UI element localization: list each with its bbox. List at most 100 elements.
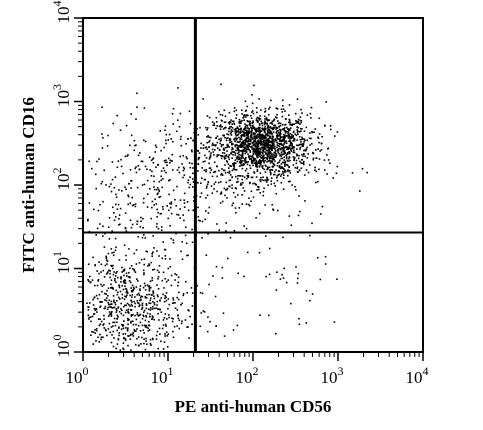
event-point — [241, 175, 244, 177]
event-point — [127, 195, 130, 198]
event-point — [248, 120, 250, 123]
event-point — [224, 136, 226, 139]
event-point — [100, 263, 103, 266]
event-point — [181, 241, 183, 243]
event-point — [90, 316, 92, 318]
event-point — [173, 325, 176, 328]
event-point — [200, 312, 203, 314]
event-point — [313, 131, 315, 133]
event-point — [191, 150, 193, 153]
event-point — [158, 196, 160, 199]
event-point — [182, 292, 185, 295]
event-point — [103, 318, 105, 320]
event-point — [237, 128, 240, 130]
event-point — [254, 153, 257, 155]
event-point — [130, 180, 132, 182]
event-point — [259, 118, 262, 120]
event-point — [225, 137, 228, 140]
event-point — [213, 122, 216, 125]
event-point — [110, 264, 112, 267]
event-point — [268, 148, 270, 150]
event-point — [200, 142, 202, 145]
event-point — [120, 165, 123, 168]
event-point — [287, 132, 289, 135]
event-point — [246, 120, 249, 122]
event-point — [99, 223, 101, 225]
event-point — [121, 309, 123, 312]
event-point — [132, 323, 135, 326]
event-point — [131, 305, 134, 307]
event-point — [243, 114, 245, 117]
event-point — [106, 272, 109, 274]
event-point — [266, 176, 268, 179]
event-point — [201, 237, 203, 239]
event-point — [126, 294, 128, 296]
event-point — [115, 289, 117, 292]
event-point — [287, 135, 289, 137]
event-point — [222, 128, 225, 130]
event-point — [267, 179, 269, 181]
event-point — [181, 302, 183, 305]
event-point — [240, 161, 243, 164]
event-point — [252, 164, 254, 167]
event-point — [139, 285, 142, 287]
event-point — [301, 128, 303, 130]
event-point — [182, 214, 184, 216]
event-point — [276, 133, 279, 136]
event-point — [265, 181, 268, 183]
event-point — [272, 128, 275, 130]
event-point — [130, 309, 132, 311]
event-point — [197, 158, 200, 161]
event-point — [239, 131, 241, 133]
event-point — [292, 164, 295, 166]
event-point — [202, 147, 205, 149]
event-point — [235, 175, 237, 178]
event-point — [118, 259, 121, 261]
event-point — [199, 196, 202, 198]
event-point — [258, 186, 260, 188]
event-point — [288, 134, 290, 137]
event-point — [255, 129, 258, 131]
event-point — [121, 297, 124, 299]
event-point — [111, 178, 114, 181]
event-point — [289, 138, 291, 140]
event-point — [264, 159, 266, 162]
event-point — [319, 150, 321, 152]
event-point — [183, 174, 186, 176]
event-point — [318, 168, 320, 171]
event-point — [246, 105, 249, 108]
event-point — [139, 297, 142, 299]
event-point — [151, 206, 153, 209]
event-point — [249, 164, 251, 167]
event-point — [113, 317, 116, 320]
event-point — [245, 132, 247, 134]
event-point — [264, 171, 267, 173]
event-point — [237, 149, 239, 152]
event-point — [102, 269, 105, 272]
event-point — [243, 119, 245, 121]
event-point — [269, 127, 271, 129]
event-point — [243, 148, 246, 150]
event-point — [284, 146, 286, 149]
event-point — [303, 149, 305, 152]
event-point — [250, 131, 253, 134]
event-point — [253, 132, 255, 134]
event-point — [267, 184, 269, 186]
event-point — [207, 212, 210, 214]
event-point — [225, 230, 227, 232]
event-point — [148, 329, 151, 331]
event-point — [251, 111, 253, 113]
event-point — [275, 152, 277, 155]
event-point — [121, 293, 124, 296]
event-point — [172, 336, 175, 339]
event-point — [273, 164, 276, 167]
event-point — [216, 121, 218, 123]
event-point — [190, 137, 192, 139]
event-point — [205, 254, 208, 256]
event-point — [110, 300, 113, 303]
event-point — [245, 168, 248, 170]
event-point — [276, 141, 278, 144]
event-point — [260, 109, 262, 111]
x-tick-label: 100 — [66, 364, 89, 387]
event-point — [250, 134, 252, 137]
